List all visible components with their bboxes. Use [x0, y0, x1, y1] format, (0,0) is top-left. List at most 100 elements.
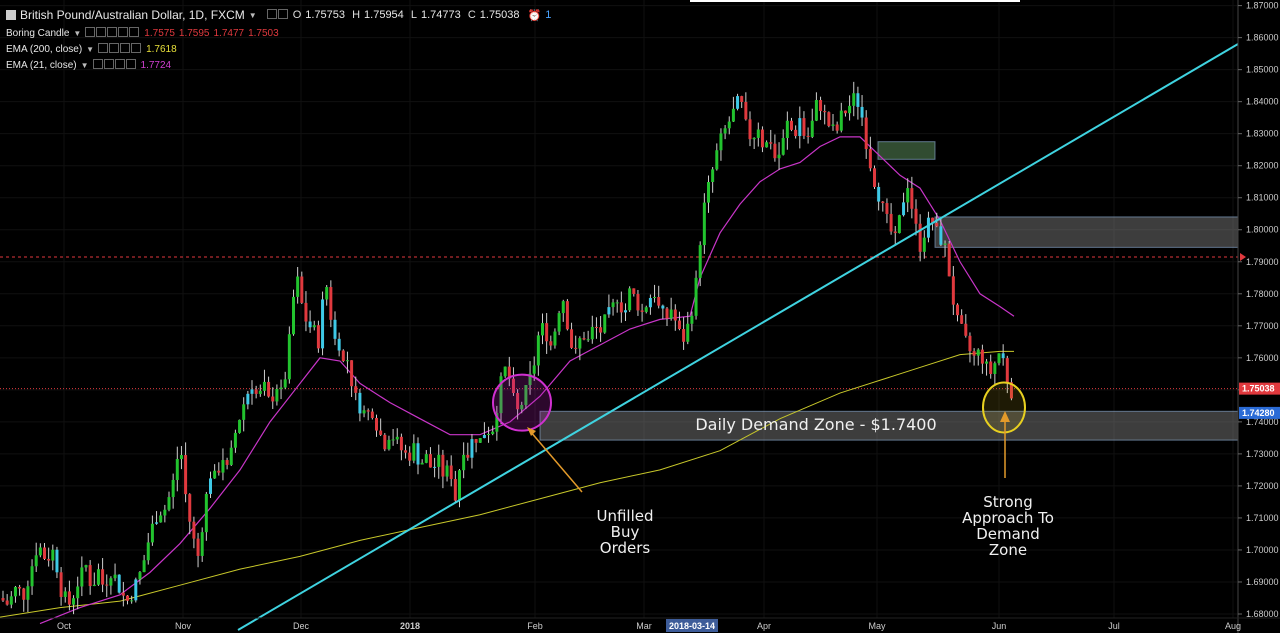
candle[interactable] — [918, 214, 922, 262]
candle[interactable] — [287, 326, 291, 384]
candle[interactable] — [864, 110, 868, 159]
candle[interactable] — [238, 419, 242, 434]
candle[interactable] — [777, 142, 781, 170]
candle[interactable] — [586, 330, 590, 342]
candle[interactable] — [819, 96, 823, 120]
candle[interactable] — [628, 286, 632, 312]
candle[interactable] — [1, 590, 5, 603]
candle[interactable] — [603, 314, 607, 334]
candle[interactable] — [466, 442, 470, 461]
candle[interactable] — [682, 317, 686, 350]
candle[interactable] — [839, 102, 843, 133]
candle[interactable] — [254, 385, 258, 399]
candle[interactable] — [507, 356, 511, 387]
candle[interactable] — [677, 311, 681, 331]
candle[interactable] — [130, 595, 134, 604]
indicator-ema21[interactable]: EMA (21, close) ▼ 1.7724 — [6, 59, 171, 72]
candle[interactable] — [590, 315, 594, 344]
candle[interactable] — [495, 405, 499, 441]
candle[interactable] — [275, 384, 279, 406]
candle[interactable] — [84, 564, 88, 572]
candle[interactable] — [453, 470, 457, 502]
candle[interactable] — [395, 428, 399, 445]
candle[interactable] — [889, 203, 893, 235]
candle[interactable] — [599, 316, 603, 342]
candle[interactable] — [101, 558, 105, 593]
candle[interactable] — [196, 532, 200, 568]
candle[interactable] — [200, 527, 204, 562]
candle[interactable] — [117, 574, 121, 594]
candle[interactable] — [246, 390, 250, 410]
candle[interactable] — [926, 211, 930, 243]
candle[interactable] — [96, 563, 100, 586]
candle[interactable] — [109, 576, 113, 595]
candle[interactable] — [673, 304, 677, 331]
candle[interactable] — [163, 504, 167, 523]
candle[interactable] — [881, 200, 885, 212]
candle[interactable] — [914, 199, 918, 236]
candle[interactable] — [134, 577, 138, 603]
candle[interactable] — [644, 305, 648, 314]
candle[interactable] — [204, 491, 208, 541]
candle[interactable] — [424, 450, 428, 464]
candle[interactable] — [283, 371, 287, 390]
candle[interactable] — [549, 335, 553, 351]
candle[interactable] — [619, 291, 623, 323]
candle[interactable] — [304, 291, 308, 332]
time-axis[interactable]: Oct Nov Dec 2018 Feb Mar 2018-03-14 Apr May Jun Ju… — [0, 617, 1280, 632]
candle[interactable] — [279, 379, 283, 400]
candle[interactable] — [387, 435, 391, 451]
candle[interactable] — [59, 567, 63, 606]
alert-icon[interactable]: ⏰ — [527, 9, 542, 22]
candle[interactable] — [570, 322, 574, 349]
candle[interactable] — [437, 444, 441, 479]
candle[interactable] — [175, 446, 179, 492]
settings-icon[interactable] — [266, 8, 277, 19]
compare-icon[interactable] — [277, 8, 288, 19]
candle[interactable] — [968, 332, 972, 363]
candle[interactable] — [553, 328, 557, 349]
candle[interactable] — [719, 128, 723, 161]
candle[interactable] — [271, 387, 275, 409]
candle[interactable] — [146, 532, 150, 565]
candle[interactable] — [30, 559, 34, 595]
candle[interactable] — [391, 428, 395, 446]
candle[interactable] — [956, 303, 959, 322]
candle[interactable] — [843, 110, 847, 117]
indicator-name[interactable]: Boring Candle — [6, 28, 70, 39]
candle[interactable] — [823, 104, 827, 125]
candle[interactable] — [370, 408, 374, 420]
candle[interactable] — [250, 380, 254, 405]
candle[interactable] — [902, 192, 906, 217]
candle[interactable] — [520, 401, 524, 414]
candle[interactable] — [541, 313, 544, 345]
candle[interactable] — [748, 111, 752, 147]
candle[interactable] — [648, 294, 652, 315]
indicator-ema200[interactable]: EMA (200, close) ▼ 1.7618 — [6, 43, 177, 56]
candle[interactable] — [524, 385, 528, 410]
candle[interactable] — [225, 457, 229, 470]
candle[interactable] — [947, 240, 951, 277]
candle[interactable] — [308, 310, 312, 333]
candle[interactable] — [341, 349, 345, 363]
candle[interactable] — [482, 422, 486, 439]
chevron-down-icon[interactable]: ▼ — [73, 29, 82, 38]
indicator-controls[interactable] — [92, 59, 137, 72]
candle[interactable] — [171, 473, 175, 509]
indicator-name[interactable]: EMA (21, close) — [6, 60, 77, 71]
candle[interactable] — [752, 137, 756, 150]
candle[interactable] — [640, 303, 644, 322]
candle[interactable] — [312, 320, 316, 331]
candle[interactable] — [470, 434, 474, 469]
candle[interactable] — [350, 360, 354, 397]
candle[interactable] — [694, 270, 698, 320]
candle[interactable] — [868, 136, 872, 172]
candle[interactable] — [43, 543, 46, 560]
candle[interactable] — [653, 284, 657, 303]
candle[interactable] — [686, 311, 690, 345]
candle[interactable] — [1009, 377, 1013, 401]
candle[interactable] — [565, 299, 569, 331]
alert-marker-icon[interactable] — [1240, 252, 1246, 261]
candle[interactable] — [213, 464, 217, 479]
